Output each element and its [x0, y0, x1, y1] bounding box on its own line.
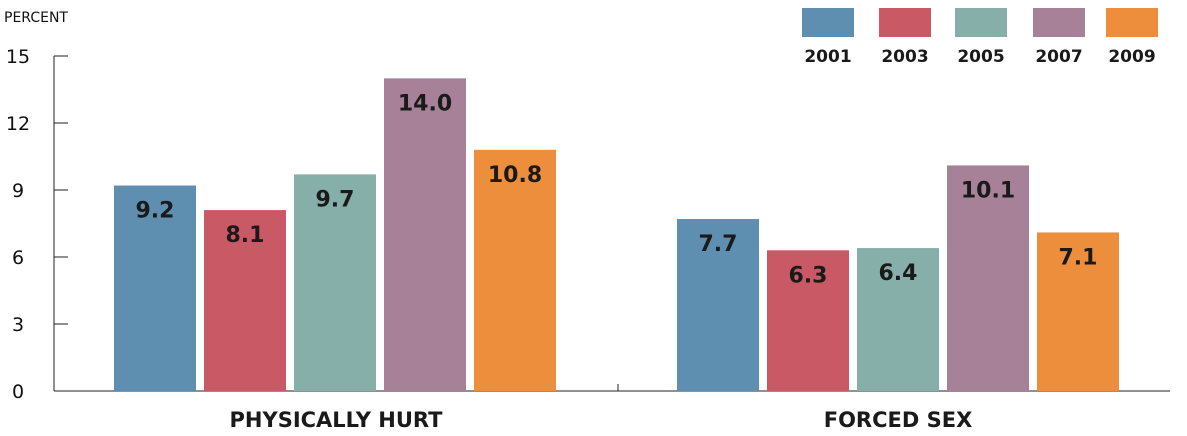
bar-2003-physically-hurt [204, 210, 286, 391]
legend-swatch-2003 [879, 8, 931, 37]
legend-swatch-2001 [802, 8, 854, 37]
bar-2007-physically-hurt [384, 78, 466, 391]
legend-swatch-2009 [1106, 8, 1158, 37]
y-tick-label: 6 [12, 247, 24, 269]
legend-label: 2009 [1108, 47, 1155, 67]
bar-2005-forced-sex [857, 248, 939, 391]
y-tick-label: 0 [12, 381, 24, 403]
data-label: 14.0 [398, 91, 452, 116]
y-tick-label: 9 [12, 180, 24, 202]
data-label: 7.7 [699, 232, 738, 257]
bar-2009-forced-sex [1037, 232, 1119, 391]
bar-2007-forced-sex [947, 165, 1029, 391]
data-label: 10.8 [488, 163, 542, 188]
data-label: 9.7 [316, 187, 355, 212]
data-label: 9.2 [136, 199, 175, 224]
legend-swatch-2005 [955, 8, 1007, 37]
data-label: 6.4 [879, 261, 918, 286]
bar-2005-physically-hurt [294, 174, 376, 391]
y-axis-title: PERCENT [4, 10, 68, 26]
legend-label: 2003 [881, 47, 928, 67]
bar-2001-physically-hurt [114, 185, 196, 391]
x-category-label: PHYSICALLY HURT [230, 408, 444, 432]
legend-swatch-2007 [1033, 8, 1085, 37]
legend-label: 2005 [957, 47, 1004, 67]
x-category-label: FORCED SEX [824, 408, 973, 432]
legend-label: 2001 [804, 47, 851, 67]
data-label: 8.1 [226, 223, 265, 248]
data-label: 10.1 [961, 178, 1015, 203]
bar-2009-physically-hurt [474, 149, 556, 391]
data-label: 6.3 [789, 263, 828, 288]
data-label: 7.1 [1059, 245, 1098, 270]
y-tick-label: 3 [12, 314, 24, 336]
y-tick-label: 15 [6, 46, 30, 68]
y-tick-label: 12 [6, 113, 30, 135]
legend-label: 2007 [1035, 47, 1082, 67]
bar-2001-forced-sex [677, 219, 759, 391]
bar-2003-forced-sex [767, 250, 849, 391]
